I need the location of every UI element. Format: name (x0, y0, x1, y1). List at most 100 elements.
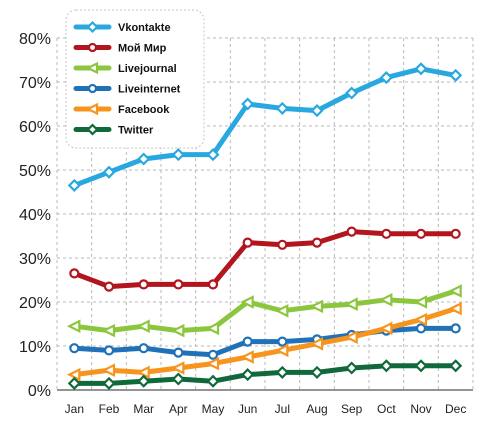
legend-label: Мой Мир (118, 43, 167, 55)
data-point (378, 321, 393, 336)
legend-item: Livejournal (73, 61, 177, 75)
legend-marker (87, 42, 98, 53)
data-point (449, 68, 463, 82)
data-point (138, 343, 149, 354)
data-point (173, 279, 184, 290)
data-point (137, 374, 151, 388)
y-tick-label: 70% (19, 75, 51, 92)
data-point (242, 336, 253, 347)
legend: Vkontakte Мой Мир Livejournal Liveinternet F… (65, 9, 205, 149)
data-point (344, 330, 358, 344)
data-point (67, 178, 81, 192)
data-point (207, 279, 219, 290)
data-point (138, 279, 149, 290)
data-point (206, 374, 220, 388)
y-tick-label: 60% (19, 119, 51, 136)
y-tick-label: 80% (19, 31, 51, 48)
data-point (277, 336, 288, 347)
data-point (205, 356, 220, 371)
data-point (240, 350, 254, 364)
legend-marker (85, 102, 99, 116)
data-point (241, 97, 255, 111)
legend-label: Liveinternet (118, 84, 181, 96)
legend-marker (86, 123, 99, 136)
data-point (69, 343, 80, 354)
data-point (207, 349, 219, 360)
legend-label: Livejournal (118, 63, 177, 75)
legend-item: Мой Мир (73, 42, 167, 55)
data-point (448, 284, 462, 298)
series-4 (66, 301, 462, 382)
data-point (277, 239, 288, 250)
data-point (103, 281, 115, 292)
data-point (449, 359, 463, 373)
data-point (345, 86, 359, 100)
data-point (274, 304, 289, 318)
x-tick-label: Jun (238, 402, 257, 416)
data-point (170, 323, 185, 338)
x-tick-label: May (202, 402, 225, 416)
data-point (103, 345, 115, 356)
legend-item: Twitter (73, 123, 154, 137)
data-point (414, 62, 428, 76)
legend-marker (85, 61, 99, 75)
data-point (206, 148, 220, 162)
legend-marker (86, 20, 99, 34)
x-tick-label: Mar (133, 402, 154, 416)
data-point (275, 365, 289, 379)
data-point (101, 363, 116, 377)
data-point (274, 343, 289, 358)
data-point (379, 71, 393, 85)
y-tick-label: 10% (19, 339, 51, 356)
series-line (71, 229, 459, 290)
axes: 0% 10% 20% 30% 40% 50% 60% 70% 80% Jan Feb Mar Apr Ma… (19, 31, 473, 416)
data-point (310, 104, 324, 118)
x-tick-label: Sep (341, 402, 363, 416)
x-tick-label: Nov (410, 402, 431, 416)
data-point (415, 323, 427, 334)
y-tick-label: 40% (19, 207, 51, 224)
data-point (379, 359, 393, 373)
y-tick-label: 20% (19, 295, 51, 312)
data-point (345, 361, 359, 375)
data-point (378, 293, 393, 307)
legend-label: Twitter (118, 125, 154, 137)
data-point (414, 359, 428, 373)
data-point (450, 323, 461, 334)
data-point (171, 372, 185, 386)
data-point (240, 295, 254, 309)
data-point (309, 337, 324, 351)
data-point (381, 228, 392, 239)
y-tick-label: 0% (28, 383, 51, 400)
data-point (413, 312, 428, 327)
data-point (173, 347, 184, 358)
data-point (171, 148, 185, 162)
series-line (71, 66, 459, 188)
data-point (101, 323, 116, 338)
data-point (67, 376, 81, 390)
data-point (448, 301, 462, 316)
data-point (450, 228, 461, 239)
legend-marker (87, 83, 98, 94)
data-point (241, 368, 255, 382)
x-tick-label: Oct (377, 402, 396, 416)
data-point (137, 152, 151, 166)
y-tick-label: 30% (19, 251, 51, 268)
legend-item: Facebook (73, 102, 170, 116)
legend-item: Vkontakte (73, 20, 171, 34)
data-point (102, 165, 116, 179)
series-lines (66, 62, 463, 390)
legend-box (65, 9, 205, 149)
data-point (311, 237, 323, 248)
data-point (275, 101, 289, 115)
series-5 (67, 359, 463, 390)
series-1 (69, 226, 461, 292)
data-point (102, 376, 116, 390)
legend-item: Liveinternet (73, 83, 181, 96)
grid (56, 37, 474, 390)
y-tick-label: 50% (19, 163, 51, 180)
x-tick-label: Dec (445, 402, 466, 416)
data-point (310, 365, 324, 379)
x-tick-label: Aug (306, 402, 327, 416)
